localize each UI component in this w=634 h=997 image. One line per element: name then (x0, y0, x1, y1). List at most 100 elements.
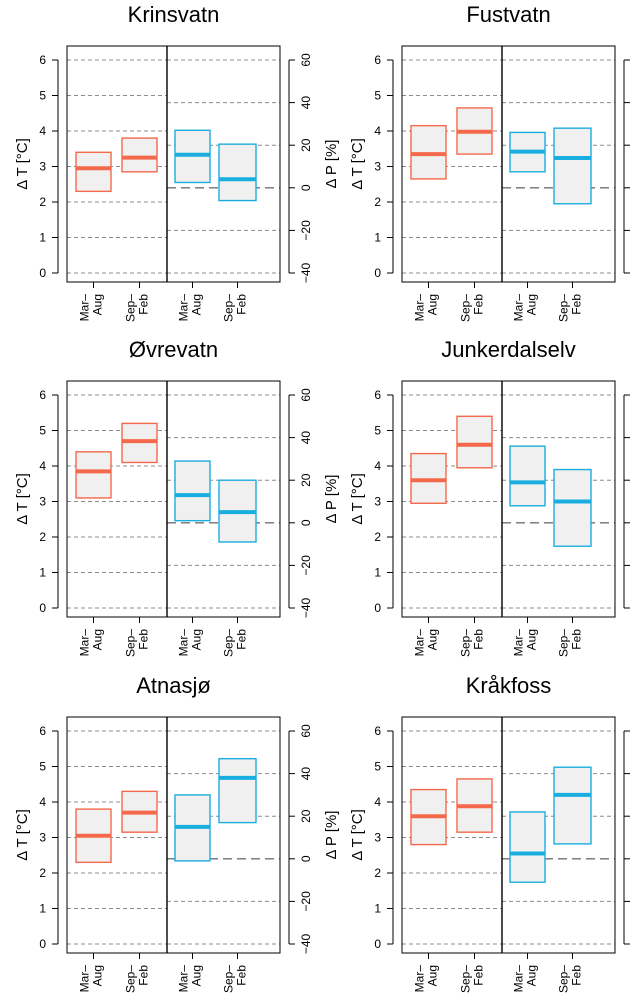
left-axis-label: Δ T [°C] (14, 138, 31, 190)
right-tick-label: −20 (299, 891, 313, 912)
left-tick-label: 5 (39, 424, 46, 438)
panel-title: Fustvatn (466, 2, 550, 27)
category-label: Feb (472, 294, 486, 315)
panel-title: Øvrevatn (129, 337, 218, 362)
category-label: Mar– (413, 629, 427, 657)
right-tick-label: −20 (299, 220, 313, 241)
right-tick-label: 20 (299, 473, 313, 487)
category-label: Feb (137, 294, 151, 315)
precipitation-2-box (218, 757, 257, 824)
left-tick-label: 6 (39, 53, 46, 67)
category-label: Aug (525, 629, 539, 650)
right-tick-label: 60 (299, 53, 313, 67)
panel-frame (401, 45, 616, 283)
right-tick-label: 40 (299, 767, 313, 781)
right-axis-label: Δ P [%] (323, 811, 340, 860)
left-tick-label: 0 (374, 601, 381, 615)
left-axis-label: Δ T [°C] (349, 138, 366, 190)
left-tick-label: 6 (374, 53, 381, 67)
left-tick-label: 5 (39, 89, 46, 103)
category-label: Feb (235, 294, 249, 315)
left-tick-label: 0 (374, 937, 381, 951)
left-axis-label: Δ T [°C] (14, 473, 31, 525)
category-label: Aug (190, 294, 204, 315)
category-label: Sep– (459, 965, 473, 993)
left-tick-label: 4 (374, 795, 381, 809)
category-label: Mar– (78, 294, 92, 322)
temperature-2-box (456, 415, 493, 469)
category-label: Feb (570, 629, 584, 650)
category-label: Aug (91, 965, 105, 986)
category-label: Feb (137, 965, 151, 986)
left-tick-label: 3 (39, 160, 46, 174)
right-tick-label: 40 (299, 96, 313, 110)
category-label: Mar– (177, 965, 191, 993)
right-tick-label: 60 (299, 388, 313, 402)
category-label: Mar– (78, 629, 92, 657)
left-axis-label: Δ T [°C] (14, 809, 31, 861)
category-label: Sep– (222, 629, 236, 657)
category-label: Sep– (557, 965, 571, 993)
temperature-2-box (121, 137, 158, 173)
panel-title: Junkerdalselv (441, 337, 576, 362)
left-tick-label: 4 (39, 795, 46, 809)
right-axis-label: Δ P [%] (323, 475, 340, 524)
panel-5: Atnasjø 0 1 2 3 4 5 6 Δ T [°C] −40 −20 0 20 40 60 Δ P [… (14, 673, 340, 993)
left-tick-label: 4 (374, 124, 381, 138)
category-label: Sep– (557, 294, 571, 322)
category-label: Mar– (78, 965, 92, 993)
category-label: Aug (426, 965, 440, 986)
right-tick-label: 0 (299, 519, 313, 526)
precipitation-1-box (174, 460, 211, 522)
left-tick-label: 1 (39, 231, 46, 245)
left-tick-label: 0 (39, 266, 46, 280)
precipitation-2-box (218, 143, 257, 202)
category-label: Sep– (459, 629, 473, 657)
category-label: Sep– (124, 294, 138, 322)
panel-frame (401, 380, 616, 618)
category-label: Feb (235, 965, 249, 986)
left-tick-label: 5 (39, 760, 46, 774)
right-tick-label: 20 (299, 809, 313, 823)
left-tick-label: 1 (39, 566, 46, 580)
left-axis-label: Δ T [°C] (349, 809, 366, 861)
left-tick-label: 1 (39, 902, 46, 916)
category-label: Feb (235, 629, 249, 650)
right-tick-label: 0 (299, 855, 313, 862)
left-tick-label: 1 (374, 902, 381, 916)
left-tick-label: 3 (374, 160, 381, 174)
category-label: Aug (91, 629, 105, 650)
category-label: Mar– (177, 629, 191, 657)
left-tick-label: 1 (374, 566, 381, 580)
category-label: Sep– (557, 629, 571, 657)
left-tick-label: 4 (39, 124, 46, 138)
left-tick-label: 1 (374, 231, 381, 245)
left-tick-label: 3 (374, 831, 381, 845)
right-tick-label: −40 (299, 597, 313, 618)
left-tick-label: 2 (39, 530, 46, 544)
right-tick-label: 60 (299, 724, 313, 738)
temperature-1-box (75, 151, 112, 193)
category-label: Sep– (222, 965, 236, 993)
temperature-1-box (75, 451, 112, 499)
category-label: Sep– (222, 294, 236, 322)
left-tick-label: 3 (374, 495, 381, 509)
precipitation-1-box (509, 445, 546, 507)
category-label: Feb (137, 629, 151, 650)
panel-1: Krinsvatn 0 1 2 3 4 5 6 Δ T [°C] −40 −20 0 20 40 60 Δ P… (14, 2, 340, 322)
category-label: Aug (190, 965, 204, 986)
left-tick-label: 3 (39, 831, 46, 845)
left-tick-label: 2 (39, 195, 46, 209)
left-tick-label: 2 (39, 866, 46, 880)
left-tick-label: 6 (39, 388, 46, 402)
category-label: Aug (91, 294, 105, 315)
left-tick-label: 3 (39, 495, 46, 509)
category-label: Sep– (459, 294, 473, 322)
right-tick-label: 20 (299, 138, 313, 152)
category-label: Sep– (124, 629, 138, 657)
left-tick-label: 6 (374, 724, 381, 738)
left-tick-label: 4 (39, 459, 46, 473)
